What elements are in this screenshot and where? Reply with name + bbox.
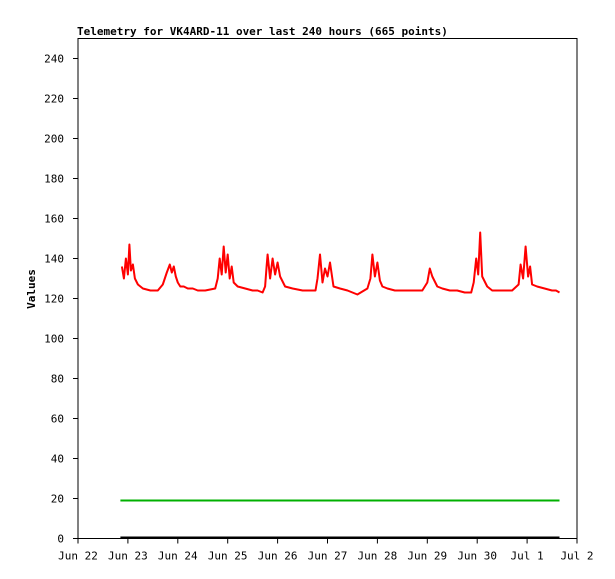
x-tick-label: Jun 30 [457,550,497,563]
y-tick-label: 60 [51,413,64,426]
y-tick-label: 100 [44,333,64,346]
y-tick-label: 120 [44,293,64,306]
y-tick-label: 220 [44,93,64,106]
y-tick-label: 240 [44,53,64,66]
x-tick-label: Jun 24 [158,550,198,563]
x-tick-label: Jun 23 [108,550,148,563]
y-tick-label: 180 [44,173,64,186]
y-tick-label: 20 [51,493,64,506]
y-tick-label: 40 [51,453,64,466]
plot-area [77,38,578,539]
chart-title: Telemetry for VK4ARD-11 over last 240 ho… [77,25,448,38]
y-tick-label: 140 [44,253,64,266]
x-tick-label: Jun 29 [407,550,447,563]
x-tick-label: Jun 27 [308,550,348,563]
x-tick-label: Jul 2 [560,550,593,563]
series-line-1 [120,231,560,296]
x-axis-ticks: Jun 22 Jun 23 Jun 24 Jun 25 Jun 26 Jun 27 Jun … [58,538,594,563]
y-axis-ticks: 0 20 40 60 80 100 120 140 160 180 200 220 240 [44,53,78,546]
data-series [120,231,560,539]
y-axis-label: Values [25,269,38,309]
y-tick-label: 0 [57,533,64,546]
x-tick-label: Jun 28 [358,550,398,563]
y-tick-label: 160 [44,213,64,226]
x-tick-label: Jul 1 [511,550,544,563]
y-tick-label: 200 [44,133,64,146]
x-tick-label: Jun 26 [258,550,298,563]
x-tick-label: Jun 22 [58,550,98,563]
x-tick-label: Jun 25 [208,550,248,563]
y-tick-label: 80 [51,373,64,386]
